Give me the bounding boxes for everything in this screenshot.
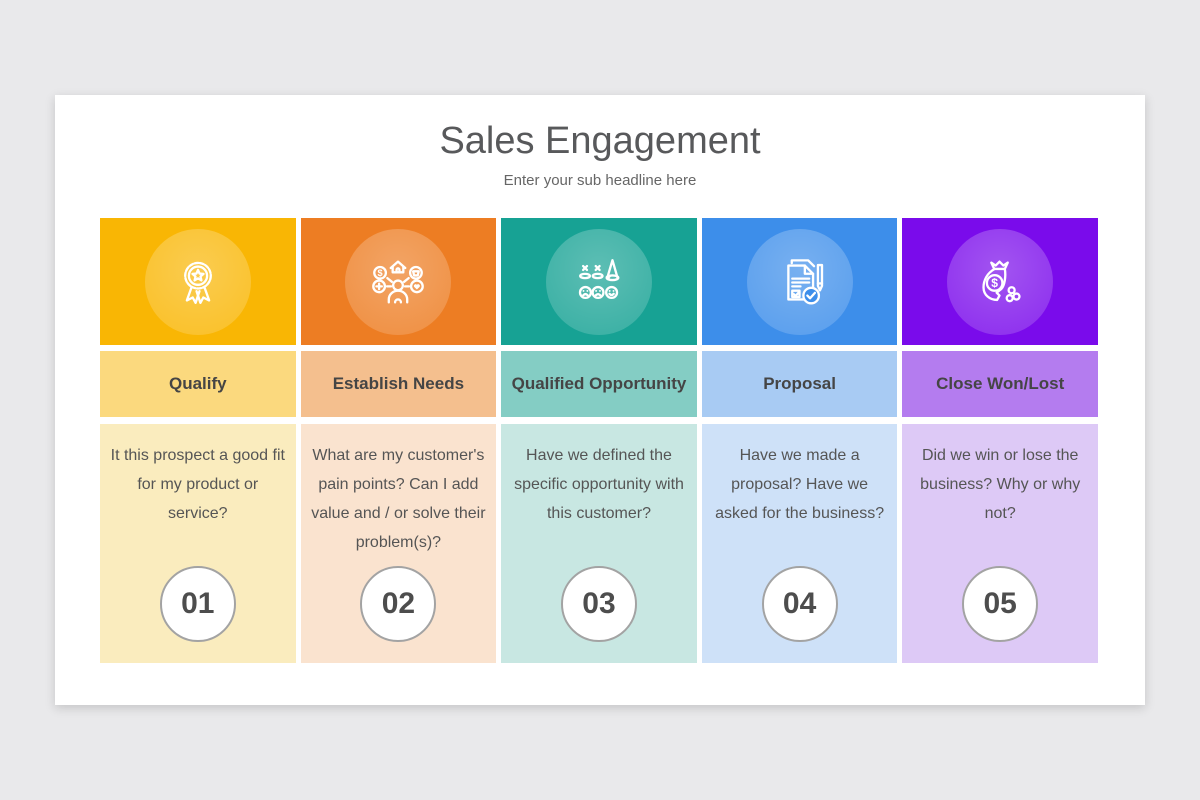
slide-canvas: Sales Engagement Enter your sub headline… [55, 95, 1145, 705]
stage-title: Proposal [701, 351, 898, 417]
icon-circle [746, 228, 853, 335]
stage-body: It this prospect a good fit for my produ… [100, 424, 296, 663]
stage-number-badge: 03 [560, 566, 637, 642]
stage-description: What are my customer's pain points? Can … [311, 447, 486, 551]
icon-circle: $ [345, 228, 452, 335]
stage-description: It this prospect a good fit for my produ… [110, 447, 285, 522]
page-subtitle: Enter your sub headline here [503, 172, 697, 189]
stage-description: Have we made a proposal? Have we asked f… [715, 447, 885, 522]
stage-body: What are my customer's pain points? Can … [300, 424, 497, 663]
stage-body: Have we defined the specific opportunity… [501, 424, 697, 663]
stage-title: Close Won/Lost [902, 351, 1098, 417]
page-title: Sales Engagement [439, 120, 761, 162]
stages-row: Qualify It this prospect a good fit for … [100, 218, 1098, 663]
icon-circle [144, 228, 251, 335]
document-pen-check-icon [786, 258, 823, 304]
stage-close-won-lost: $ Close Won/Lost Did we win or lose the … [902, 218, 1098, 663]
stage-header [501, 218, 697, 345]
svg-text:$: $ [378, 268, 383, 278]
money-bag-icon: $ [982, 259, 1021, 302]
stage-establish-needs: $ Establish Needs What are my customer's… [300, 218, 497, 663]
stage-qualify: Qualify It this prospect a good fit for … [100, 218, 296, 663]
stage-header [100, 218, 296, 345]
icon-circle: $ [947, 228, 1054, 335]
stage-number-badge: 02 [360, 566, 437, 642]
stage-description: Did we win or lose the business? Why or … [920, 447, 1081, 522]
stage-body: Did we win or lose the business? Why or … [902, 424, 1098, 663]
stage-number-badge: 05 [962, 566, 1039, 642]
customer-needs-icon: $ [372, 259, 425, 304]
stage-title: Establish Needs [300, 351, 497, 417]
stage-header: $ [300, 218, 497, 345]
stage-number-badge: 04 [761, 566, 838, 642]
stage-description: Have we defined the specific opportunity… [514, 447, 684, 522]
stage-proposal: Proposal Have we made a proposal? Have w… [701, 218, 898, 663]
stage-header [701, 218, 898, 345]
stage-header: $ [902, 218, 1098, 345]
opportunity-selection-icon [578, 258, 620, 299]
stage-title: Qualify [100, 351, 296, 417]
svg-text:$: $ [991, 276, 998, 290]
stage-number-badge: 01 [159, 566, 236, 642]
icon-circle [545, 228, 652, 335]
award-ribbon-icon [183, 261, 212, 304]
stage-body: Have we made a proposal? Have we asked f… [701, 424, 898, 663]
stage-title: Qualified Opportunity [501, 351, 697, 417]
stage-qualified-opportunity: Qualified Opportunity Have we defined th… [501, 218, 697, 663]
